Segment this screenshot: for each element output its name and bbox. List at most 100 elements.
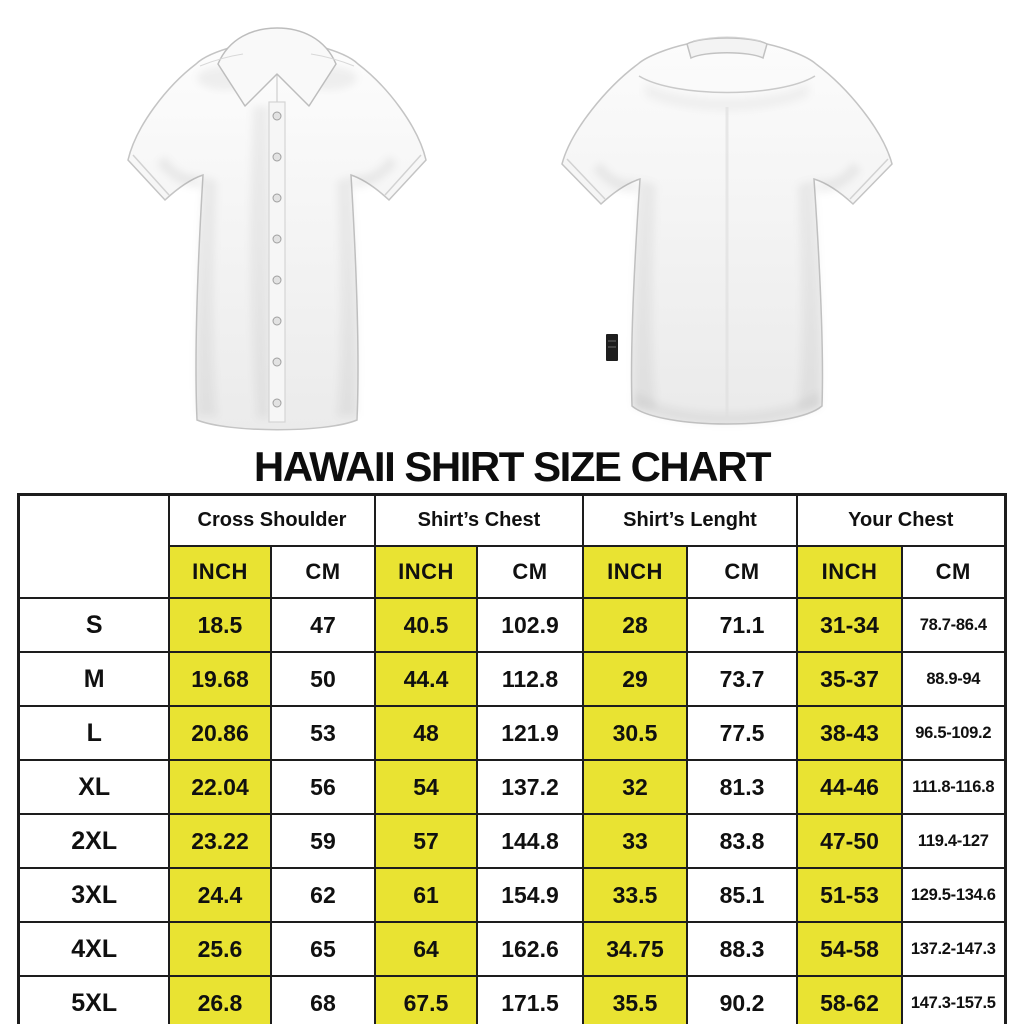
unit-header-row: INCH CM INCH CM INCH CM INCH CM [19,545,1007,600]
data-cell: 56 [269,759,376,816]
group-header-cross-shoulder: Cross Shoulder [167,493,376,548]
data-cell: 61 [373,867,478,924]
size-label: 2XL [17,813,170,870]
group-header-row: Cross Shoulder Shirt’s Chest Shirt’s Len… [17,493,1007,600]
table-row-xl: XL 22.04 56 54 137.2 32 81.3 44-46 111.8… [17,759,1007,816]
unit-header-inch: INCH [373,545,478,600]
data-cell: 67.5 [373,975,478,1024]
data-cell: 44-46 [796,759,903,816]
data-cell: 137.2 [475,759,584,816]
data-cell: 19.68 [167,651,272,708]
data-cell: 65 [269,921,376,978]
size-label: 4XL [17,921,170,978]
size-label: 3XL [17,867,170,924]
data-cell: 81.3 [685,759,799,816]
group-header-shirts-length: Shirt’s Lenght [581,493,799,548]
page-title: HAWAII SHIRT SIZE CHART [253,443,772,490]
table-row-s: S 18.5 47 40.5 102.9 28 71.1 31-34 78.7-… [17,597,1007,654]
unit-header-cm: CM [269,545,376,600]
shirt-buttons [272,111,281,408]
group-header-shirts-chest: Shirt’s Chest [373,493,584,548]
data-cell: 144.8 [475,813,584,870]
data-cell: 88.3 [685,921,799,978]
data-cell: 24.4 [167,867,272,924]
data-cell: 29 [581,651,688,708]
data-cell: 71.1 [685,597,799,654]
data-cell: 22.04 [167,759,272,816]
table-row-l: L 20.86 53 48 121.9 30.5 77.5 38-43 96.5… [17,705,1007,762]
data-cell: 33.5 [581,867,688,924]
data-cell: 54 [373,759,478,816]
table-row-3xl: 3XL 24.4 62 61 154.9 33.5 85.1 51-53 129… [17,867,1007,924]
data-cell: 77.5 [685,705,799,762]
data-cell: 129.5-134.6 [900,867,1007,924]
shirt-back-image [560,36,893,425]
data-cell: 20.86 [167,705,272,762]
data-cell: 50 [269,651,376,708]
data-cell: 31-34 [796,597,903,654]
data-cell: 54-58 [796,921,903,978]
data-cell: 68 [269,975,376,1024]
corner-cell [17,493,170,600]
shirt-images [0,0,1024,444]
data-cell: 34.75 [581,921,688,978]
data-cell: 23.22 [167,813,272,870]
data-cell: 62 [269,867,376,924]
data-cell: 102.9 [475,597,584,654]
data-cell: 64 [373,921,478,978]
data-cell: 32 [581,759,688,816]
data-cell: 33 [581,813,688,870]
data-cell: 154.9 [475,867,584,924]
data-cell: 47-50 [796,813,903,870]
data-cell: 48 [373,705,478,762]
size-label: 5XL [17,975,170,1024]
table-row-2xl: 2XL 23.22 59 57 144.8 33 83.8 47-50 119.… [17,813,1007,870]
data-cell: 57 [373,813,478,870]
unit-header-cm: CM [900,545,1007,600]
data-cell: 51-53 [796,867,903,924]
data-cell: 73.7 [685,651,799,708]
data-cell: 85.1 [685,867,799,924]
size-label: S [17,597,170,654]
data-cell: 112.8 [475,651,584,708]
shirt-side-tag-icon [605,334,618,361]
data-cell: 111.8-116.8 [900,759,1007,816]
data-cell: 162.6 [475,921,584,978]
size-label: L [17,705,170,762]
table-row-4xl: 4XL 25.6 65 64 162.6 34.75 88.3 54-58 13… [17,921,1007,978]
data-cell: 30.5 [581,705,688,762]
data-cell: 119.4-127 [900,813,1007,870]
data-cell: 171.5 [475,975,584,1024]
data-cell: 28 [581,597,688,654]
table-row-m: M 19.68 50 44.4 112.8 29 73.7 35-37 88.9… [17,651,1007,708]
data-cell: 35.5 [581,975,688,1024]
unit-header-cm: CM [475,545,584,600]
data-cell: 137.2-147.3 [900,921,1007,978]
table-row-5xl: 5XL 26.8 68 67.5 171.5 35.5 90.2 58-62 1… [17,975,1007,1024]
group-header-your-chest: Your Chest [795,493,1007,548]
data-cell: 38-43 [796,705,903,762]
data-cell: 96.5-109.2 [900,705,1007,762]
data-cell: 147.3-157.5 [900,975,1007,1024]
unit-header-inch: INCH [581,545,688,600]
data-cell: 47 [269,597,376,654]
data-cell: 44.4 [373,651,478,708]
data-cell: 78.7-86.4 [900,597,1007,654]
unit-header-inch: INCH [167,545,272,600]
data-cell: 18.5 [167,597,272,654]
data-cell: 58-62 [796,975,903,1024]
data-cell: 90.2 [685,975,799,1024]
size-chart-table: Cross Shoulder Shirt’s Chest Shirt’s Len… [17,493,1007,1024]
shirt-front-image [126,27,427,431]
data-cell: 59 [269,813,376,870]
unit-header-inch: INCH [796,545,903,600]
data-cell: 25.6 [167,921,272,978]
data-cell: 35-37 [796,651,903,708]
data-cell: 26.8 [167,975,272,1024]
data-cell: 88.9-94 [900,651,1007,708]
size-label: M [17,651,170,708]
size-label: XL [17,759,170,816]
data-cell: 40.5 [373,597,478,654]
data-cell: 83.8 [685,813,799,870]
